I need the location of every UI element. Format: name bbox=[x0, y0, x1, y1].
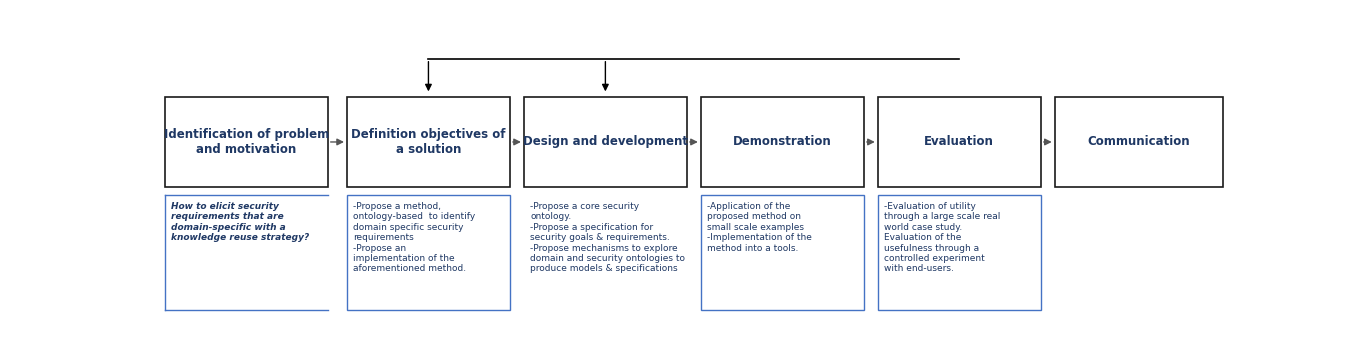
Text: Demonstration: Demonstration bbox=[733, 136, 832, 148]
FancyBboxPatch shape bbox=[1055, 97, 1223, 187]
FancyBboxPatch shape bbox=[347, 195, 510, 310]
Text: Evaluation: Evaluation bbox=[924, 136, 995, 148]
Text: How to elicit security
requirements that are
domain-specific with a
knowledge re: How to elicit security requirements that… bbox=[171, 202, 310, 242]
Text: Design and development: Design and development bbox=[523, 136, 688, 148]
Text: Definition objectives of
a solution: Definition objectives of a solution bbox=[351, 128, 506, 156]
Text: Communication: Communication bbox=[1087, 136, 1190, 148]
FancyBboxPatch shape bbox=[523, 195, 688, 310]
FancyBboxPatch shape bbox=[164, 97, 328, 187]
FancyBboxPatch shape bbox=[347, 97, 510, 187]
Text: -Propose a core security
ontology.
-Propose a specification for
security goals &: -Propose a core security ontology. -Prop… bbox=[530, 202, 685, 273]
Text: Identification of problem
and motivation: Identification of problem and motivation bbox=[163, 128, 329, 156]
FancyBboxPatch shape bbox=[701, 195, 864, 310]
Text: -Evaluation of utility
through a large scale real
world case study.
Evaluation o: -Evaluation of utility through a large s… bbox=[883, 202, 1000, 273]
Text: -Propose a method,
ontology-based  to identify
domain specific security
requirem: -Propose a method, ontology-based to ide… bbox=[353, 202, 476, 273]
Text: -Application of the
proposed method on
small scale examples
-Implementation of t: -Application of the proposed method on s… bbox=[707, 202, 811, 252]
FancyBboxPatch shape bbox=[878, 97, 1041, 187]
FancyBboxPatch shape bbox=[701, 97, 864, 187]
FancyBboxPatch shape bbox=[878, 195, 1041, 310]
FancyBboxPatch shape bbox=[164, 195, 328, 310]
FancyBboxPatch shape bbox=[523, 97, 688, 187]
